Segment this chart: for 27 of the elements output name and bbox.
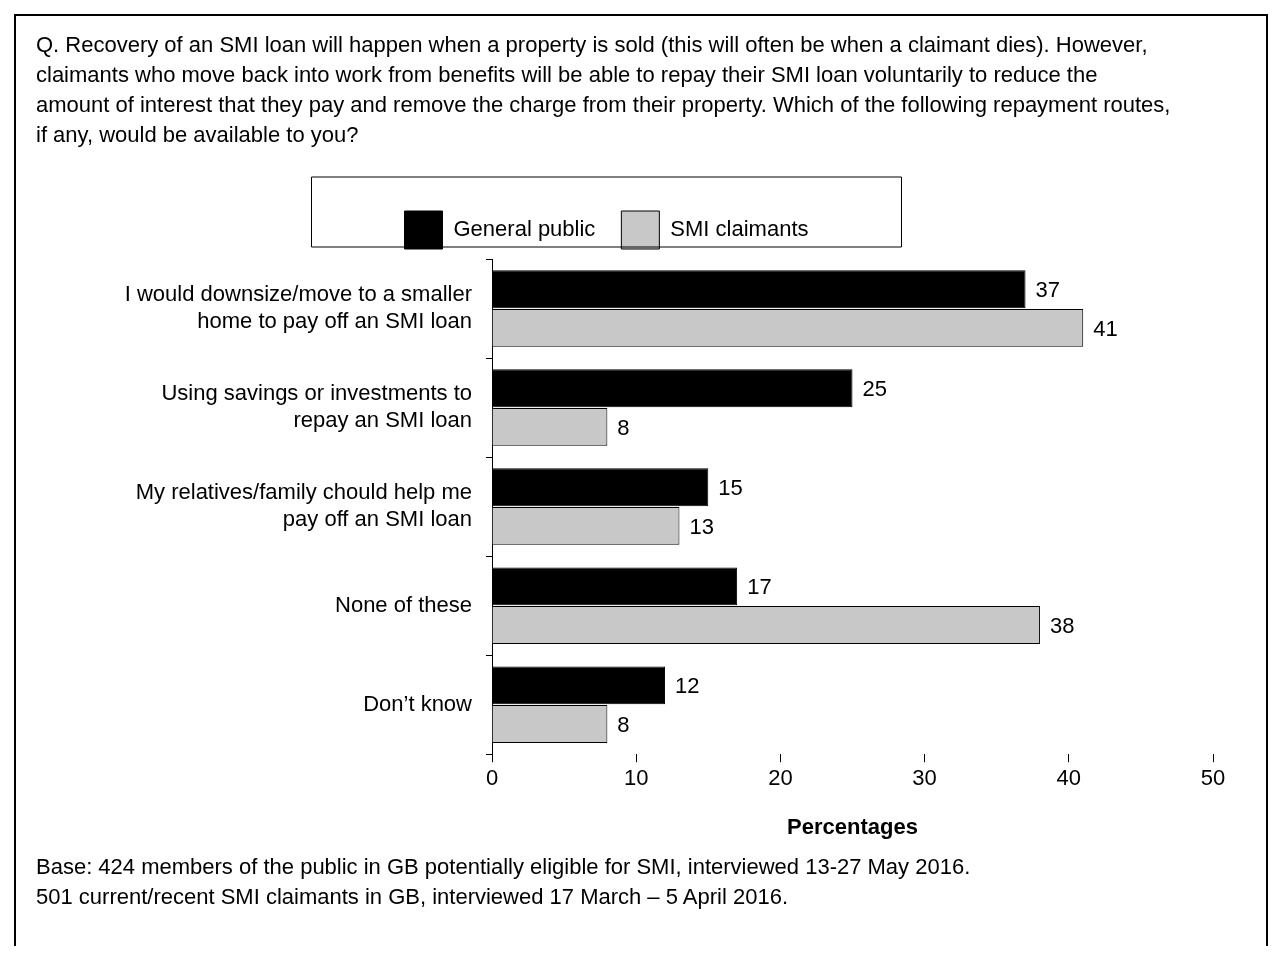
data-label: 8 — [617, 414, 630, 440]
y-tick-label: Don’t know — [363, 690, 473, 716]
data-label: 12 — [675, 673, 700, 699]
x-tick-label: 0 — [485, 765, 499, 791]
data-label: 37 — [1035, 277, 1061, 303]
data-label: 17 — [747, 574, 772, 600]
x-tick-label: 40 — [1056, 765, 1082, 791]
x-axis-title: Percentages — [787, 813, 918, 839]
data-label: 15 — [718, 475, 743, 501]
data-label: 25 — [862, 376, 887, 402]
data-label: 38 — [1049, 613, 1075, 639]
legend-label: General public — [453, 216, 596, 242]
y-tick-label: None of these — [335, 591, 472, 617]
x-tick-label: 20 — [768, 765, 793, 791]
x-tick-label: 30 — [912, 765, 937, 791]
chart-title: Q. Recovery of an SMI loan will happen when a property is sold (this will often be when a claimant dies). However, claimants who move back into work from benefits will be able to repay their SMI loan voluntarily to reduce the amount of interest that they pay and remove the charge from their property. Which of the following repayment routes, if any, would be available to you? — [36, 31, 1172, 149]
data-label: 13 — [689, 513, 714, 539]
y-tick-label: I would downsize/move to a smaller home to pay off an SMI loan — [124, 281, 472, 333]
text: 501 current/recent SMI claimants in GB, interviewed 17 March – 5 April 2016. — [36, 883, 790, 911]
text: Base: 424 members of the public in GB potentially eligible for SMI, interviewed 13-27 May 2016. — [36, 853, 971, 881]
y-tick-label: Using savings or investments to repay an SMI loan — [161, 380, 472, 432]
x-tick-label: 10 — [623, 765, 649, 791]
data-label: 41 — [1093, 315, 1118, 341]
data-label: 8 — [617, 712, 630, 738]
legend-label: SMI claimants — [670, 216, 809, 242]
x-tick-label: 50 — [1200, 765, 1226, 791]
y-tick-label: My relatives/family chould help me pay off an SMI loan — [135, 479, 472, 531]
